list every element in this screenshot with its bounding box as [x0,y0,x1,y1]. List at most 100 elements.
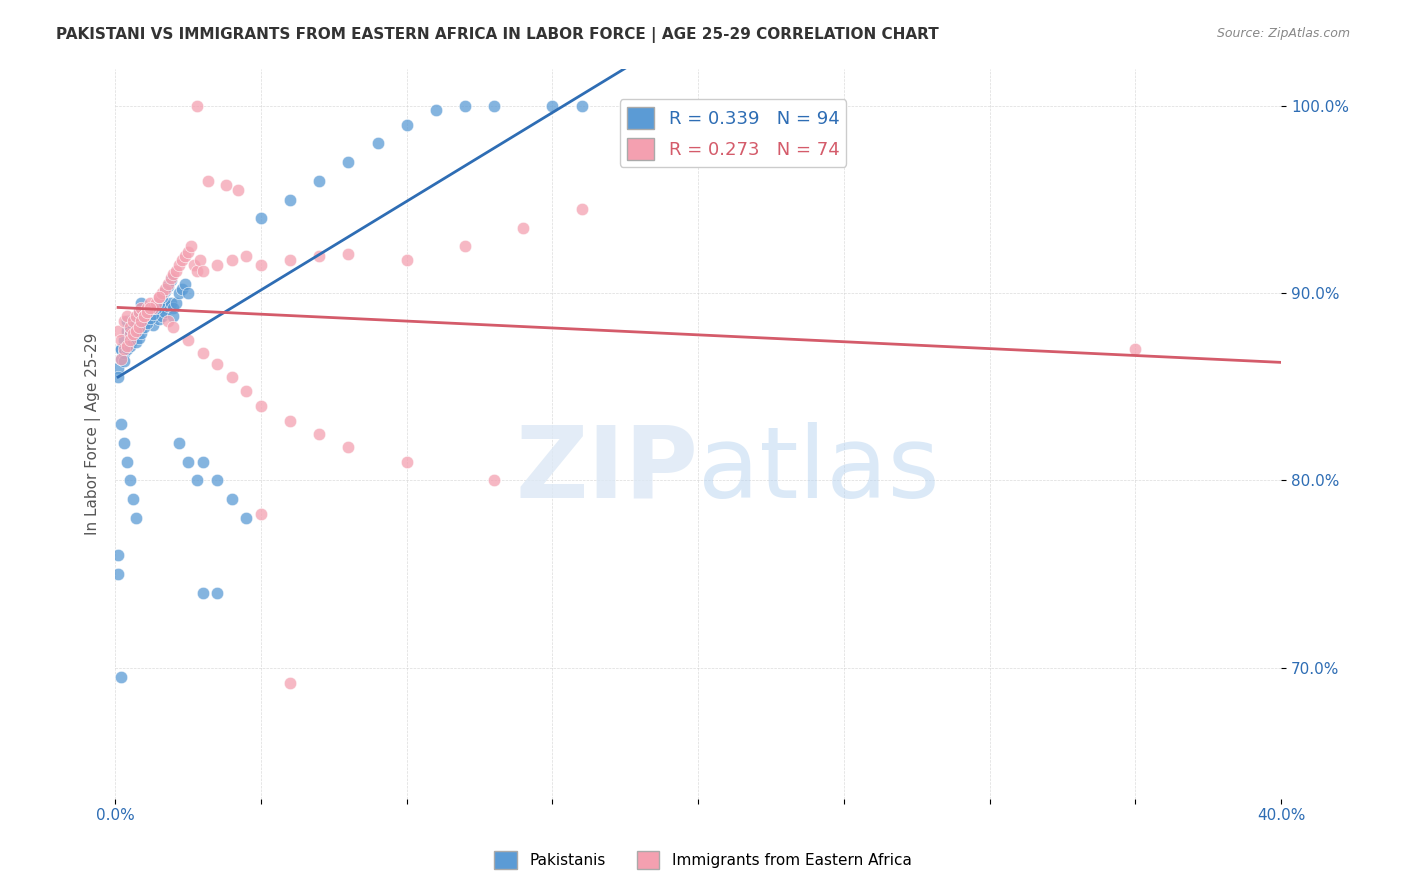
Point [169,286,191,301]
Point [139,309,162,323]
Point [145,301,167,316]
Point [124,327,146,342]
Point [115,455,138,469]
Point [153,285,176,299]
Point [145,309,167,323]
Point [177,245,200,260]
Point [110,343,132,357]
Point [131,326,153,340]
Point [235,511,257,525]
Point [571,202,593,216]
Point [308,174,330,188]
Point [118,324,141,338]
Point [121,333,143,347]
Point [134,309,156,323]
Point [186,99,208,113]
Point [250,258,273,272]
Point [118,327,141,342]
Point [153,283,176,297]
Point [124,324,146,338]
Point [124,511,146,525]
Point [115,343,138,357]
Point [235,384,257,398]
Point [454,99,477,113]
Point [112,343,135,357]
Point [134,316,156,330]
Point [107,370,129,384]
Point [128,319,150,334]
Point [110,333,132,347]
Point [512,220,534,235]
Point [128,309,150,323]
Point [162,301,184,316]
Point [148,312,170,326]
Point [153,305,176,319]
Point [172,252,194,267]
Point [128,305,150,319]
Point [191,586,214,600]
Point [136,305,159,319]
Point [205,357,228,371]
Point [112,314,135,328]
Point [131,301,153,316]
Point [142,310,165,325]
Point [142,303,165,318]
Point [177,333,200,347]
Point [110,670,132,684]
Point [541,99,564,113]
Point [118,333,141,347]
Point [148,290,170,304]
Point [169,436,191,450]
Point [134,305,156,319]
Point [150,286,173,301]
Point [131,295,153,310]
Point [145,301,167,316]
Point [136,316,159,330]
Point [278,252,301,267]
Point [186,474,208,488]
Point [131,301,153,316]
Point [110,351,132,366]
Point [131,314,153,328]
Point [115,314,138,328]
Point [235,249,257,263]
Point [197,174,219,188]
Point [250,399,273,413]
Point [159,271,181,285]
Point [188,252,211,267]
Point [205,258,228,272]
Point [118,338,141,352]
Y-axis label: In Labor Force | Age 25-29: In Labor Force | Age 25-29 [86,333,101,535]
Point [110,343,132,357]
Point [156,314,179,328]
Point [172,283,194,297]
Point [226,183,249,197]
Point [688,99,710,113]
Point [308,249,330,263]
Point [139,301,162,316]
Point [308,426,330,441]
Point [395,118,418,132]
Text: ZIP: ZIP [515,422,699,518]
Point [107,324,129,338]
Point [162,319,184,334]
Point [250,507,273,521]
Point [205,586,228,600]
Point [121,492,143,507]
Point [124,334,146,349]
Point [278,193,301,207]
Point [159,295,181,310]
Point [482,474,505,488]
Point [110,351,132,366]
Point [115,338,138,352]
Point [121,327,143,342]
Point [191,264,214,278]
Point [118,319,141,334]
Point [128,331,150,345]
Point [174,277,197,291]
Point [124,314,146,328]
Point [367,136,389,151]
Point [156,277,179,291]
Point [121,327,143,342]
Point [142,301,165,316]
